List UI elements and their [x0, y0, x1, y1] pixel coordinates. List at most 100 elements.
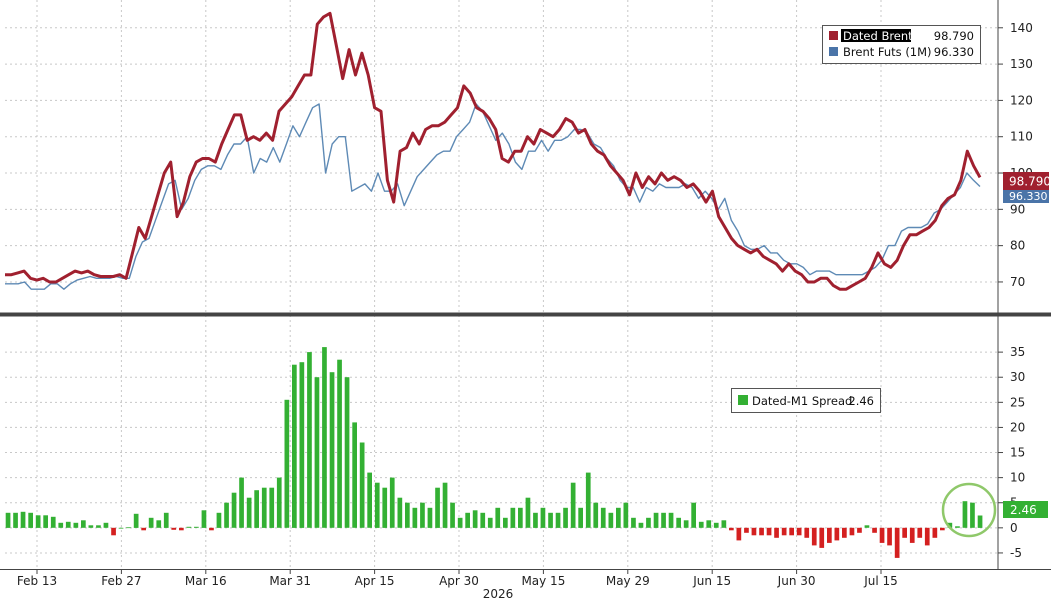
- spread-bar: [96, 525, 101, 528]
- x-axis: Feb 13 Feb 27 Mar 16 Mar 31 Apr 15 Apr 30 May …: [17, 569, 898, 588]
- spread-bar: [337, 359, 342, 528]
- highlight-circle: [941, 482, 997, 538]
- spread-bar: [382, 487, 388, 528]
- dated-brent-line: [5, 11, 982, 291]
- spread-bar: [955, 526, 960, 528]
- legend-swatch-spread: [738, 395, 748, 405]
- spread-bar: [156, 520, 162, 528]
- spread-bar: [827, 527, 832, 543]
- spread-bar: [487, 517, 493, 528]
- spread-bar: [171, 527, 177, 530]
- spread-bar: [608, 512, 614, 528]
- upper-legend[interactable]: Dated Brent 98.790 Brent Futs (1M) 96.33…: [822, 25, 981, 64]
- spread-bar: [533, 512, 538, 528]
- spread-bar: [412, 507, 418, 528]
- spread-bar: [216, 512, 222, 528]
- spread-bar: [186, 526, 192, 528]
- spread-bar: [706, 520, 712, 528]
- spread-bar: [209, 527, 214, 531]
- spread-bar: [163, 512, 169, 528]
- spread-bar: [766, 527, 772, 536]
- spread-bar: [585, 472, 591, 528]
- spread-bar: [276, 477, 282, 528]
- spread-bar: [691, 502, 696, 528]
- spread-bar: [676, 517, 681, 528]
- spread-bar: [578, 507, 583, 528]
- spread-bar: [638, 522, 644, 528]
- spread-bar: [646, 517, 651, 528]
- spread-bar: [864, 525, 870, 528]
- spread-bar: [668, 512, 674, 528]
- spread-bar: [457, 517, 463, 528]
- spread-bar: [525, 497, 531, 528]
- spread-bar: [118, 527, 124, 529]
- spread-bar: [510, 507, 516, 528]
- spread-bar: [58, 522, 64, 528]
- spread-bar: [721, 520, 727, 528]
- price-lines: [5, 11, 982, 291]
- spread-bar: [141, 527, 146, 531]
- spread-bar: [849, 527, 855, 536]
- lower-y-tick-label: 30: [1010, 370, 1025, 384]
- spread-bar: [292, 364, 297, 528]
- spread-bar: [367, 472, 372, 528]
- lower-y-axis: -505101520253035: [998, 345, 1025, 560]
- spread-bar: [5, 512, 11, 528]
- spread-bar: [947, 522, 953, 528]
- spread-bar: [344, 377, 350, 528]
- spread-bar: [909, 527, 915, 543]
- x-tick-label: Jul 15: [863, 574, 898, 588]
- spread-tag-text: 2.46: [1010, 503, 1037, 517]
- x-tick-label: Feb 27: [101, 574, 141, 588]
- spread-bar: [759, 527, 764, 536]
- spread-bar: [254, 490, 259, 528]
- spread-bar: [397, 497, 403, 528]
- spread-bar: [902, 527, 907, 538]
- x-tick-label: Apr 15: [355, 574, 395, 588]
- spread-bar: [20, 511, 26, 528]
- spread-value-tag: 2.46: [1003, 501, 1048, 518]
- spread-bar: [540, 507, 546, 528]
- spread-bar: [555, 512, 561, 528]
- spread-bar: [73, 522, 79, 528]
- upper-y-axis: 708090100110120130140: [997, 0, 1033, 569]
- spread-bar: [683, 520, 689, 528]
- spread-bars: [5, 347, 983, 558]
- spread-bar: [427, 507, 433, 528]
- spread-bar: [977, 515, 983, 528]
- legend-swatch-brent-futs: [829, 47, 838, 56]
- spread-bar: [736, 527, 742, 541]
- spread-bar: [284, 399, 290, 528]
- upper-y-tick-label: 90: [1010, 202, 1025, 216]
- spread-bar: [804, 527, 810, 538]
- legend-label-spread: Dated-M1 Spread: [752, 394, 852, 408]
- spread-bar: [917, 527, 923, 538]
- spread-bar: [932, 527, 938, 538]
- spread-bar: [729, 527, 734, 531]
- lower-legend[interactable]: Dated-M1 Spread 2.46: [731, 388, 881, 413]
- spread-bar: [518, 507, 523, 528]
- spread-bar: [88, 525, 94, 528]
- spread-bar: [781, 527, 787, 536]
- spread-bar: [322, 347, 327, 528]
- lower-y-tick-label: 25: [1010, 395, 1025, 409]
- spread-bar: [713, 522, 719, 528]
- spread-bar: [465, 512, 470, 528]
- spread-bar: [879, 527, 885, 543]
- spread-bar: [495, 507, 501, 528]
- spread-bar: [201, 510, 207, 528]
- lower-y-tick-label: 20: [1010, 420, 1025, 434]
- spread-bar: [374, 482, 380, 528]
- x-tick-label: Jun 30: [777, 574, 816, 588]
- spread-bar: [435, 487, 440, 528]
- spread-bar: [570, 482, 576, 528]
- legend-value-spread: 2.46: [848, 394, 874, 408]
- spread-bar: [811, 527, 817, 546]
- lower-y-tick-label: 10: [1010, 471, 1025, 485]
- spread-bar: [261, 487, 267, 528]
- spread-bar: [548, 512, 553, 528]
- spread-bar: [179, 527, 184, 531]
- spread-bar: [352, 422, 357, 528]
- spread-bar: [744, 527, 749, 533]
- brent-futs-tag-text: 96.330: [1009, 190, 1048, 203]
